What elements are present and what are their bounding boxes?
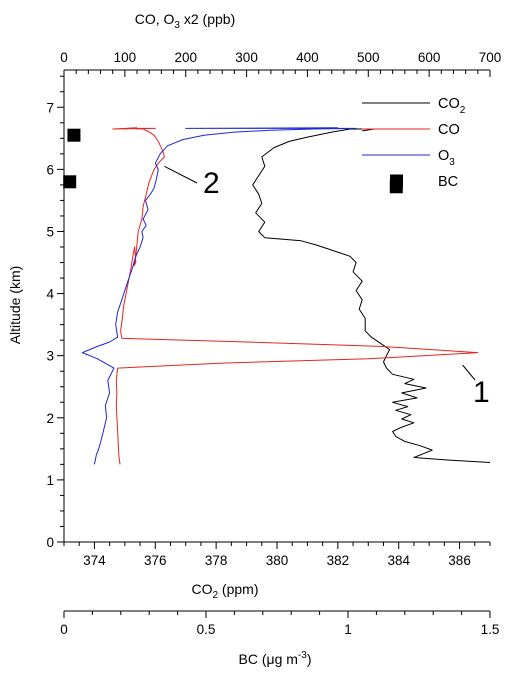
legend-label-sub: 3 xyxy=(449,157,455,168)
bottom-tick-label: 382 xyxy=(327,553,350,568)
top-tick-label: 300 xyxy=(235,50,258,65)
bc-point xyxy=(67,128,81,142)
bc-axis: 0 0.5 1 1.5 xyxy=(60,610,499,637)
annotation-label-2: 2 xyxy=(203,167,220,200)
bc-tick-label: 0.5 xyxy=(197,622,216,637)
legend-label-sub: 2 xyxy=(460,105,466,116)
bottom-tick-label: 384 xyxy=(387,553,410,568)
bottom-tick-label: 378 xyxy=(205,553,228,568)
annotations: 21 xyxy=(164,165,490,409)
annotation-leader-1 xyxy=(462,364,476,381)
o3-series-line xyxy=(81,127,357,465)
left-tick-label: 7 xyxy=(46,100,54,115)
left-tick-label: 6 xyxy=(46,162,54,177)
legend-label: CO2 xyxy=(438,96,466,116)
top-axis-label: CO, O3 x2 (ppb) xyxy=(135,11,235,31)
legend-label: BC xyxy=(438,174,458,190)
top-tick-label: 100 xyxy=(114,50,137,65)
bc-tick-label: 1.5 xyxy=(481,622,500,637)
legend-marker-bc xyxy=(390,174,403,188)
left-tick-label: 0 xyxy=(46,535,54,550)
legend-label-base: BC xyxy=(438,174,458,190)
legend-label-base: CO xyxy=(438,122,460,138)
co-series-line xyxy=(112,127,479,465)
top-tick-label: 400 xyxy=(296,50,319,65)
bottom-axis-label: CO2 (ppm) xyxy=(191,581,258,601)
top-axis-ticks: 0 100 200 300 400 500 600 700 xyxy=(60,50,501,77)
left-tick-label: 1 xyxy=(46,473,54,488)
bc-tick-label: 1 xyxy=(344,622,352,637)
left-tick-label: 3 xyxy=(46,349,54,364)
annotation-leader-2 xyxy=(164,165,198,184)
legend-label-base: CO xyxy=(438,96,460,112)
bc-point xyxy=(63,175,77,189)
bottom-tick-label: 380 xyxy=(266,553,289,568)
left-tick-label: 2 xyxy=(46,411,54,426)
left-axis-ticks: 0 1 2 3 4 5 6 7 xyxy=(46,75,64,550)
co2-series-line xyxy=(252,128,491,463)
legend-label: O3 xyxy=(438,148,455,168)
legend-label-base: O xyxy=(438,148,449,164)
left-axis-label: Altitude (km) xyxy=(7,266,23,345)
annotation-label-1: 1 xyxy=(473,376,490,409)
top-tick-label: 200 xyxy=(174,50,197,65)
bottom-tick-label: 386 xyxy=(448,553,471,568)
bc-axis-label: BC (μg m-3) xyxy=(239,650,312,667)
bottom-tick-label: 376 xyxy=(144,553,167,568)
bc-axis-ticks: 0 0.5 1 1.5 xyxy=(60,611,499,637)
left-tick-label: 4 xyxy=(46,287,54,302)
top-tick-label: 500 xyxy=(357,50,380,65)
top-tick-label: 700 xyxy=(479,50,502,65)
bottom-tick-label: 374 xyxy=(83,553,106,568)
top-tick-label: 0 xyxy=(60,50,68,65)
left-tick-label: 5 xyxy=(46,224,54,239)
bc-tick-label: 0 xyxy=(60,622,68,637)
top-tick-label: 600 xyxy=(418,50,441,65)
legend-label: CO xyxy=(438,122,460,138)
bottom-axis-ticks: 374 376 378 380 382 384 386 xyxy=(63,542,491,568)
